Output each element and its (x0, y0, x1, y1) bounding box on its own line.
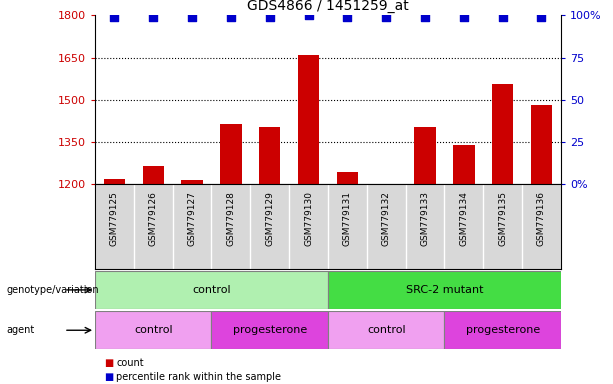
Text: GSM779136: GSM779136 (537, 191, 546, 246)
Text: ■: ■ (104, 372, 113, 382)
Text: GSM779127: GSM779127 (188, 191, 197, 246)
Bar (414, 127, 436, 384)
Bar (328, 271, 561, 309)
Bar (220, 124, 242, 384)
Point (536, 14, 546, 20)
Bar (531, 106, 552, 384)
Point (226, 14, 236, 20)
Text: genotype/variation: genotype/variation (6, 285, 99, 295)
Bar (492, 84, 513, 384)
Text: SRC-2 mutant: SRC-2 mutant (406, 285, 483, 295)
Text: GSM779131: GSM779131 (343, 191, 352, 246)
Point (187, 14, 197, 20)
Point (303, 12, 313, 18)
Text: GSM779126: GSM779126 (149, 191, 158, 246)
Point (459, 14, 469, 20)
Bar (376, 184, 397, 384)
Text: progesterone: progesterone (465, 325, 540, 335)
Text: GSM779130: GSM779130 (304, 191, 313, 246)
Bar (104, 179, 125, 384)
Bar (298, 55, 319, 384)
Text: GSM779128: GSM779128 (226, 191, 235, 246)
Bar (143, 166, 164, 384)
Point (265, 14, 275, 20)
Text: GSM779134: GSM779134 (459, 191, 468, 246)
Text: GSM779133: GSM779133 (421, 191, 430, 246)
Point (110, 14, 120, 20)
Text: ■: ■ (104, 358, 113, 368)
Bar (444, 311, 561, 349)
Bar (211, 311, 328, 349)
Bar (95, 311, 211, 349)
Text: progesterone: progesterone (232, 325, 307, 335)
Text: control: control (134, 325, 173, 335)
Text: control: control (367, 325, 406, 335)
Text: percentile rank within the sample: percentile rank within the sample (116, 372, 281, 382)
Text: GSM779132: GSM779132 (382, 191, 390, 246)
Text: GSM779129: GSM779129 (265, 191, 274, 246)
Point (498, 14, 508, 20)
Bar (95, 271, 328, 309)
Point (381, 14, 391, 20)
Bar (328, 311, 444, 349)
Bar (337, 172, 358, 384)
Bar (259, 127, 280, 384)
Point (343, 14, 352, 20)
Bar (453, 145, 474, 384)
Text: GSM779135: GSM779135 (498, 191, 507, 246)
Bar (181, 180, 203, 384)
Text: control: control (192, 285, 231, 295)
Text: GSM779125: GSM779125 (110, 191, 119, 246)
Text: count: count (116, 358, 144, 368)
Title: GDS4866 / 1451259_at: GDS4866 / 1451259_at (247, 0, 409, 13)
Point (420, 14, 430, 20)
Point (148, 14, 158, 20)
Text: agent: agent (6, 325, 34, 335)
